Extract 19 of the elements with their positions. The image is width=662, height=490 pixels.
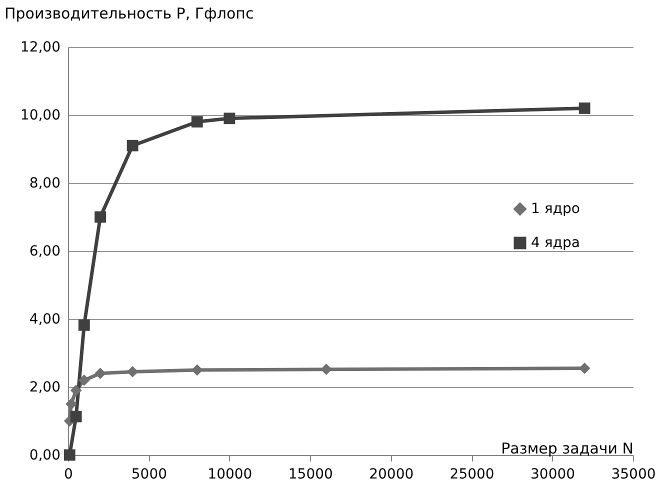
y-tick-label: 8,00 [29,176,60,192]
x-tick-label: 5000 [131,466,168,482]
y-tick-label: 4,00 [29,312,60,328]
x-tick-label: 25000 [450,466,494,482]
y-tick-label: 12,00 [20,40,60,56]
y-tick-label: 0,00 [29,448,60,464]
legend-label: 1 ядро [531,201,580,218]
x-tick-label: 20000 [369,466,414,482]
x-tick-label: 30000 [530,466,576,482]
x-tick-label: 15000 [288,466,333,482]
x-tick-label: 10000 [208,466,252,482]
y-tick-label: 6,00 [29,244,60,260]
y-tick-label: 2,00 [29,380,60,396]
y-tick-label: 10,00 [20,108,60,124]
x-tick-label: 35000 [611,466,656,482]
y-axis-title: Производительность P, Гфлопс [4,4,254,22]
x-tick-label: 0 [64,466,73,482]
x-axis-title: Размер задачи N [501,440,634,458]
legend-label: 4 ядра [531,235,580,252]
